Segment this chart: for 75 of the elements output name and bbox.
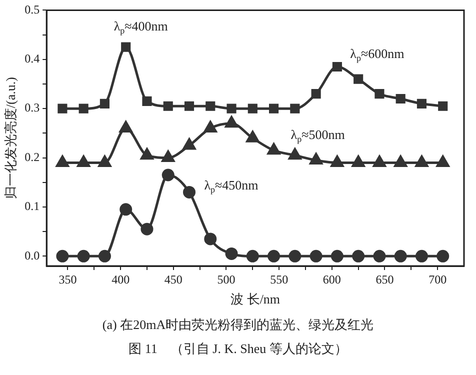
point <box>77 155 90 167</box>
point <box>330 155 344 167</box>
point <box>373 250 386 262</box>
x-axis-title: 波 长/nm <box>230 292 280 307</box>
point <box>58 104 68 114</box>
point <box>206 101 216 111</box>
point <box>226 104 236 114</box>
point <box>310 152 323 164</box>
point <box>416 98 427 108</box>
point <box>396 94 406 104</box>
point <box>354 74 364 84</box>
point <box>162 168 174 182</box>
x-tick-label: 600 <box>322 272 341 286</box>
point <box>415 155 428 167</box>
x-tick-label: 450 <box>164 272 182 286</box>
point <box>142 96 152 106</box>
point <box>204 121 217 133</box>
y-tick-label: 0.0 <box>24 248 40 262</box>
point <box>56 250 69 262</box>
point <box>438 101 448 111</box>
text: (a) 在20mA时由荧光粉得到的蓝光、绿光及红光 <box>101 316 375 334</box>
point <box>204 232 217 246</box>
y-tick-label: 0.5 <box>24 2 40 16</box>
point <box>120 203 132 216</box>
point <box>394 250 407 262</box>
x-tick-label: 500 <box>217 272 236 286</box>
x-tick-label: 400 <box>112 272 130 286</box>
point <box>310 250 322 262</box>
point <box>268 250 280 262</box>
point <box>100 98 110 108</box>
point <box>98 155 112 167</box>
point <box>436 250 450 262</box>
point <box>78 104 88 114</box>
point <box>415 250 428 262</box>
point <box>332 62 342 72</box>
point <box>288 250 302 262</box>
point <box>183 186 196 198</box>
point <box>311 89 321 99</box>
point <box>162 150 175 162</box>
point <box>225 116 238 128</box>
point <box>121 42 131 52</box>
point <box>374 89 384 99</box>
y-tick-label: 0.1 <box>24 199 40 214</box>
point <box>248 104 258 114</box>
point <box>56 155 69 167</box>
y-tick-label: 0.4 <box>24 52 40 66</box>
point <box>77 250 90 262</box>
point <box>267 143 280 155</box>
point <box>246 130 260 142</box>
point <box>269 104 279 114</box>
point <box>394 155 408 167</box>
point <box>352 155 365 167</box>
y-tick-label: 0.3 <box>24 100 40 115</box>
point <box>119 121 132 133</box>
point <box>290 104 300 114</box>
point <box>140 222 154 236</box>
x-tick-label: 700 <box>428 272 447 286</box>
x-tick-label: 350 <box>58 272 77 286</box>
point <box>225 247 238 260</box>
caption: 图 11 （引自 J. K. Sheu 等人的论文） <box>128 340 348 358</box>
point <box>163 101 173 111</box>
point <box>288 148 302 160</box>
y-tick-label: 0.2 <box>24 150 40 164</box>
point <box>436 155 450 167</box>
point <box>246 250 259 262</box>
point <box>352 250 365 262</box>
x-tick-label: 550 <box>270 272 288 286</box>
point <box>330 250 344 262</box>
y-axis-title: 归一化发光亮度/(a.u.) <box>3 77 18 200</box>
point <box>373 155 386 167</box>
point <box>140 148 154 160</box>
point <box>184 101 194 111</box>
x-tick-label: 650 <box>376 272 394 286</box>
point <box>182 138 196 150</box>
point <box>98 250 111 262</box>
